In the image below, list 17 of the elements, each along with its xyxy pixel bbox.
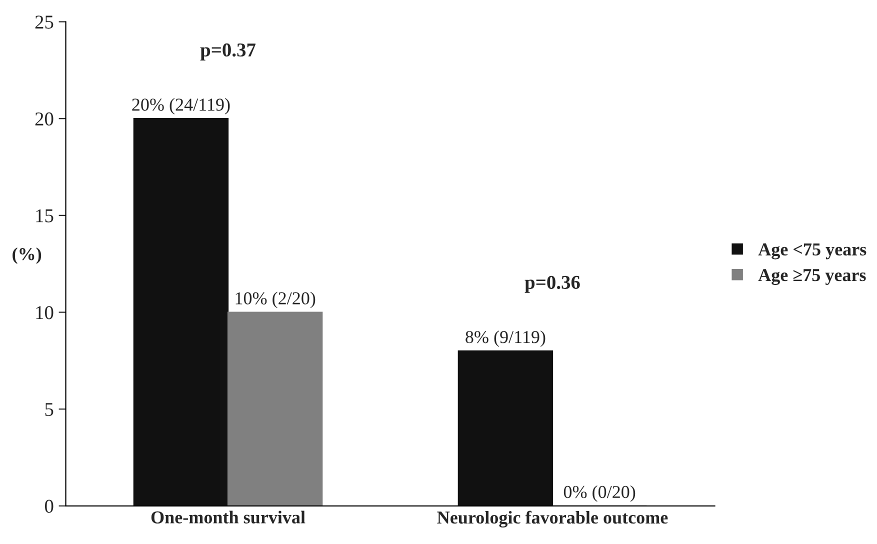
data-label: 20% (24/119): [132, 98, 230, 114]
y-tick-label: 20: [35, 112, 54, 126]
y-axis-title: (%): [12, 247, 42, 264]
data-label: 8% (9/119): [466, 330, 546, 347]
x-tick-label: One-month survival: [151, 510, 306, 524]
legend-label: Age ≥75 years: [758, 269, 866, 285]
y-tick-label: 5: [45, 403, 54, 416]
legend-label: Age <75 years: [758, 243, 866, 260]
y-tick-label: 0: [44, 500, 54, 513]
data-label: 0% (0/20): [564, 485, 636, 502]
annotation: p=0.36: [524, 276, 580, 293]
x-tick-label: Neurologic favorable outcome: [437, 510, 668, 528]
y-tick-label: 15: [36, 209, 54, 222]
data-label: 10% (2/20): [236, 292, 316, 308]
y-tick-label: 10: [36, 306, 54, 320]
annotation: p=0.37: [200, 43, 256, 60]
y-tick-label: 25: [35, 16, 54, 29]
